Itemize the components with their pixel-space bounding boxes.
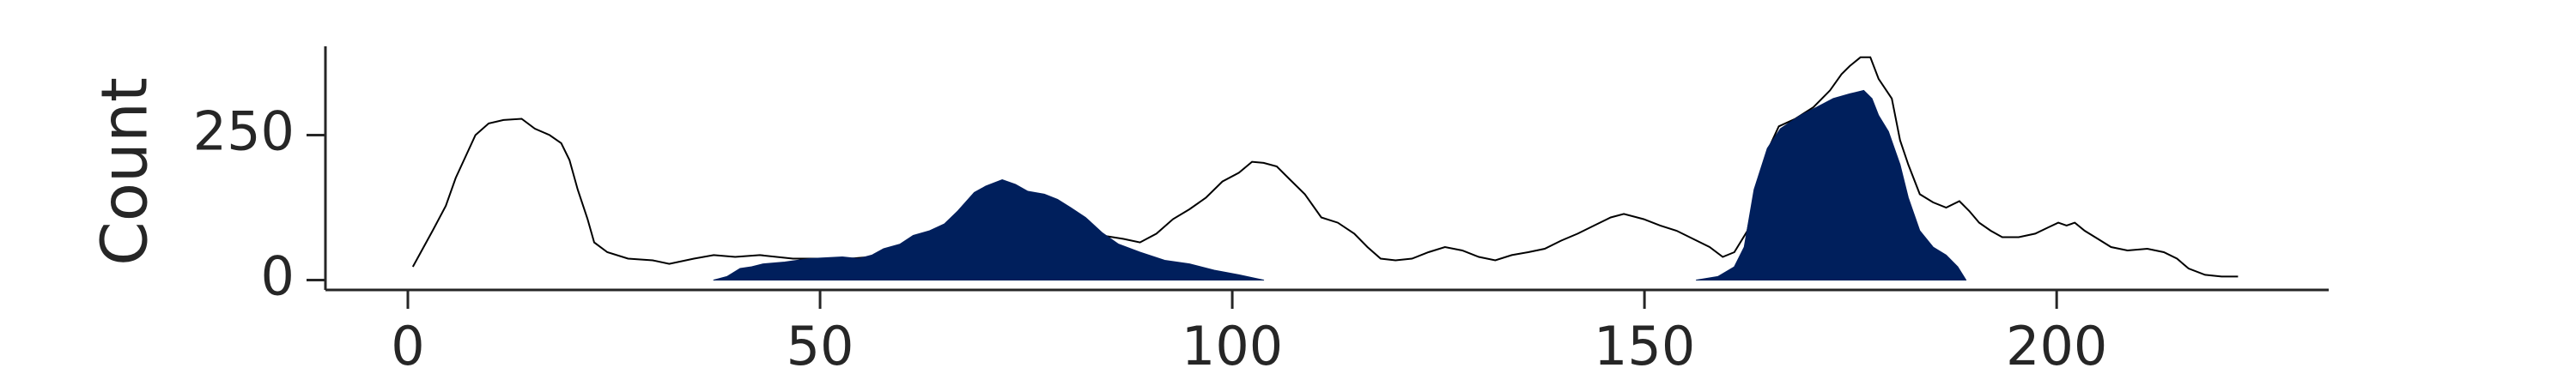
x-tick-label: 100	[1182, 315, 1283, 377]
filled-area	[713, 178, 1265, 281]
x-tick-label: 50	[787, 315, 854, 377]
x-tick-label: 200	[2006, 315, 2107, 377]
x-tick-label: 0	[391, 315, 424, 377]
filled-area	[1696, 89, 1967, 281]
x-tick-label: 150	[1594, 315, 1695, 377]
y-tick-label: 250	[193, 100, 295, 163]
y-tick-label: 0	[261, 245, 295, 308]
outline	[411, 56, 2239, 278]
y-axis-label: Count	[88, 77, 162, 266]
